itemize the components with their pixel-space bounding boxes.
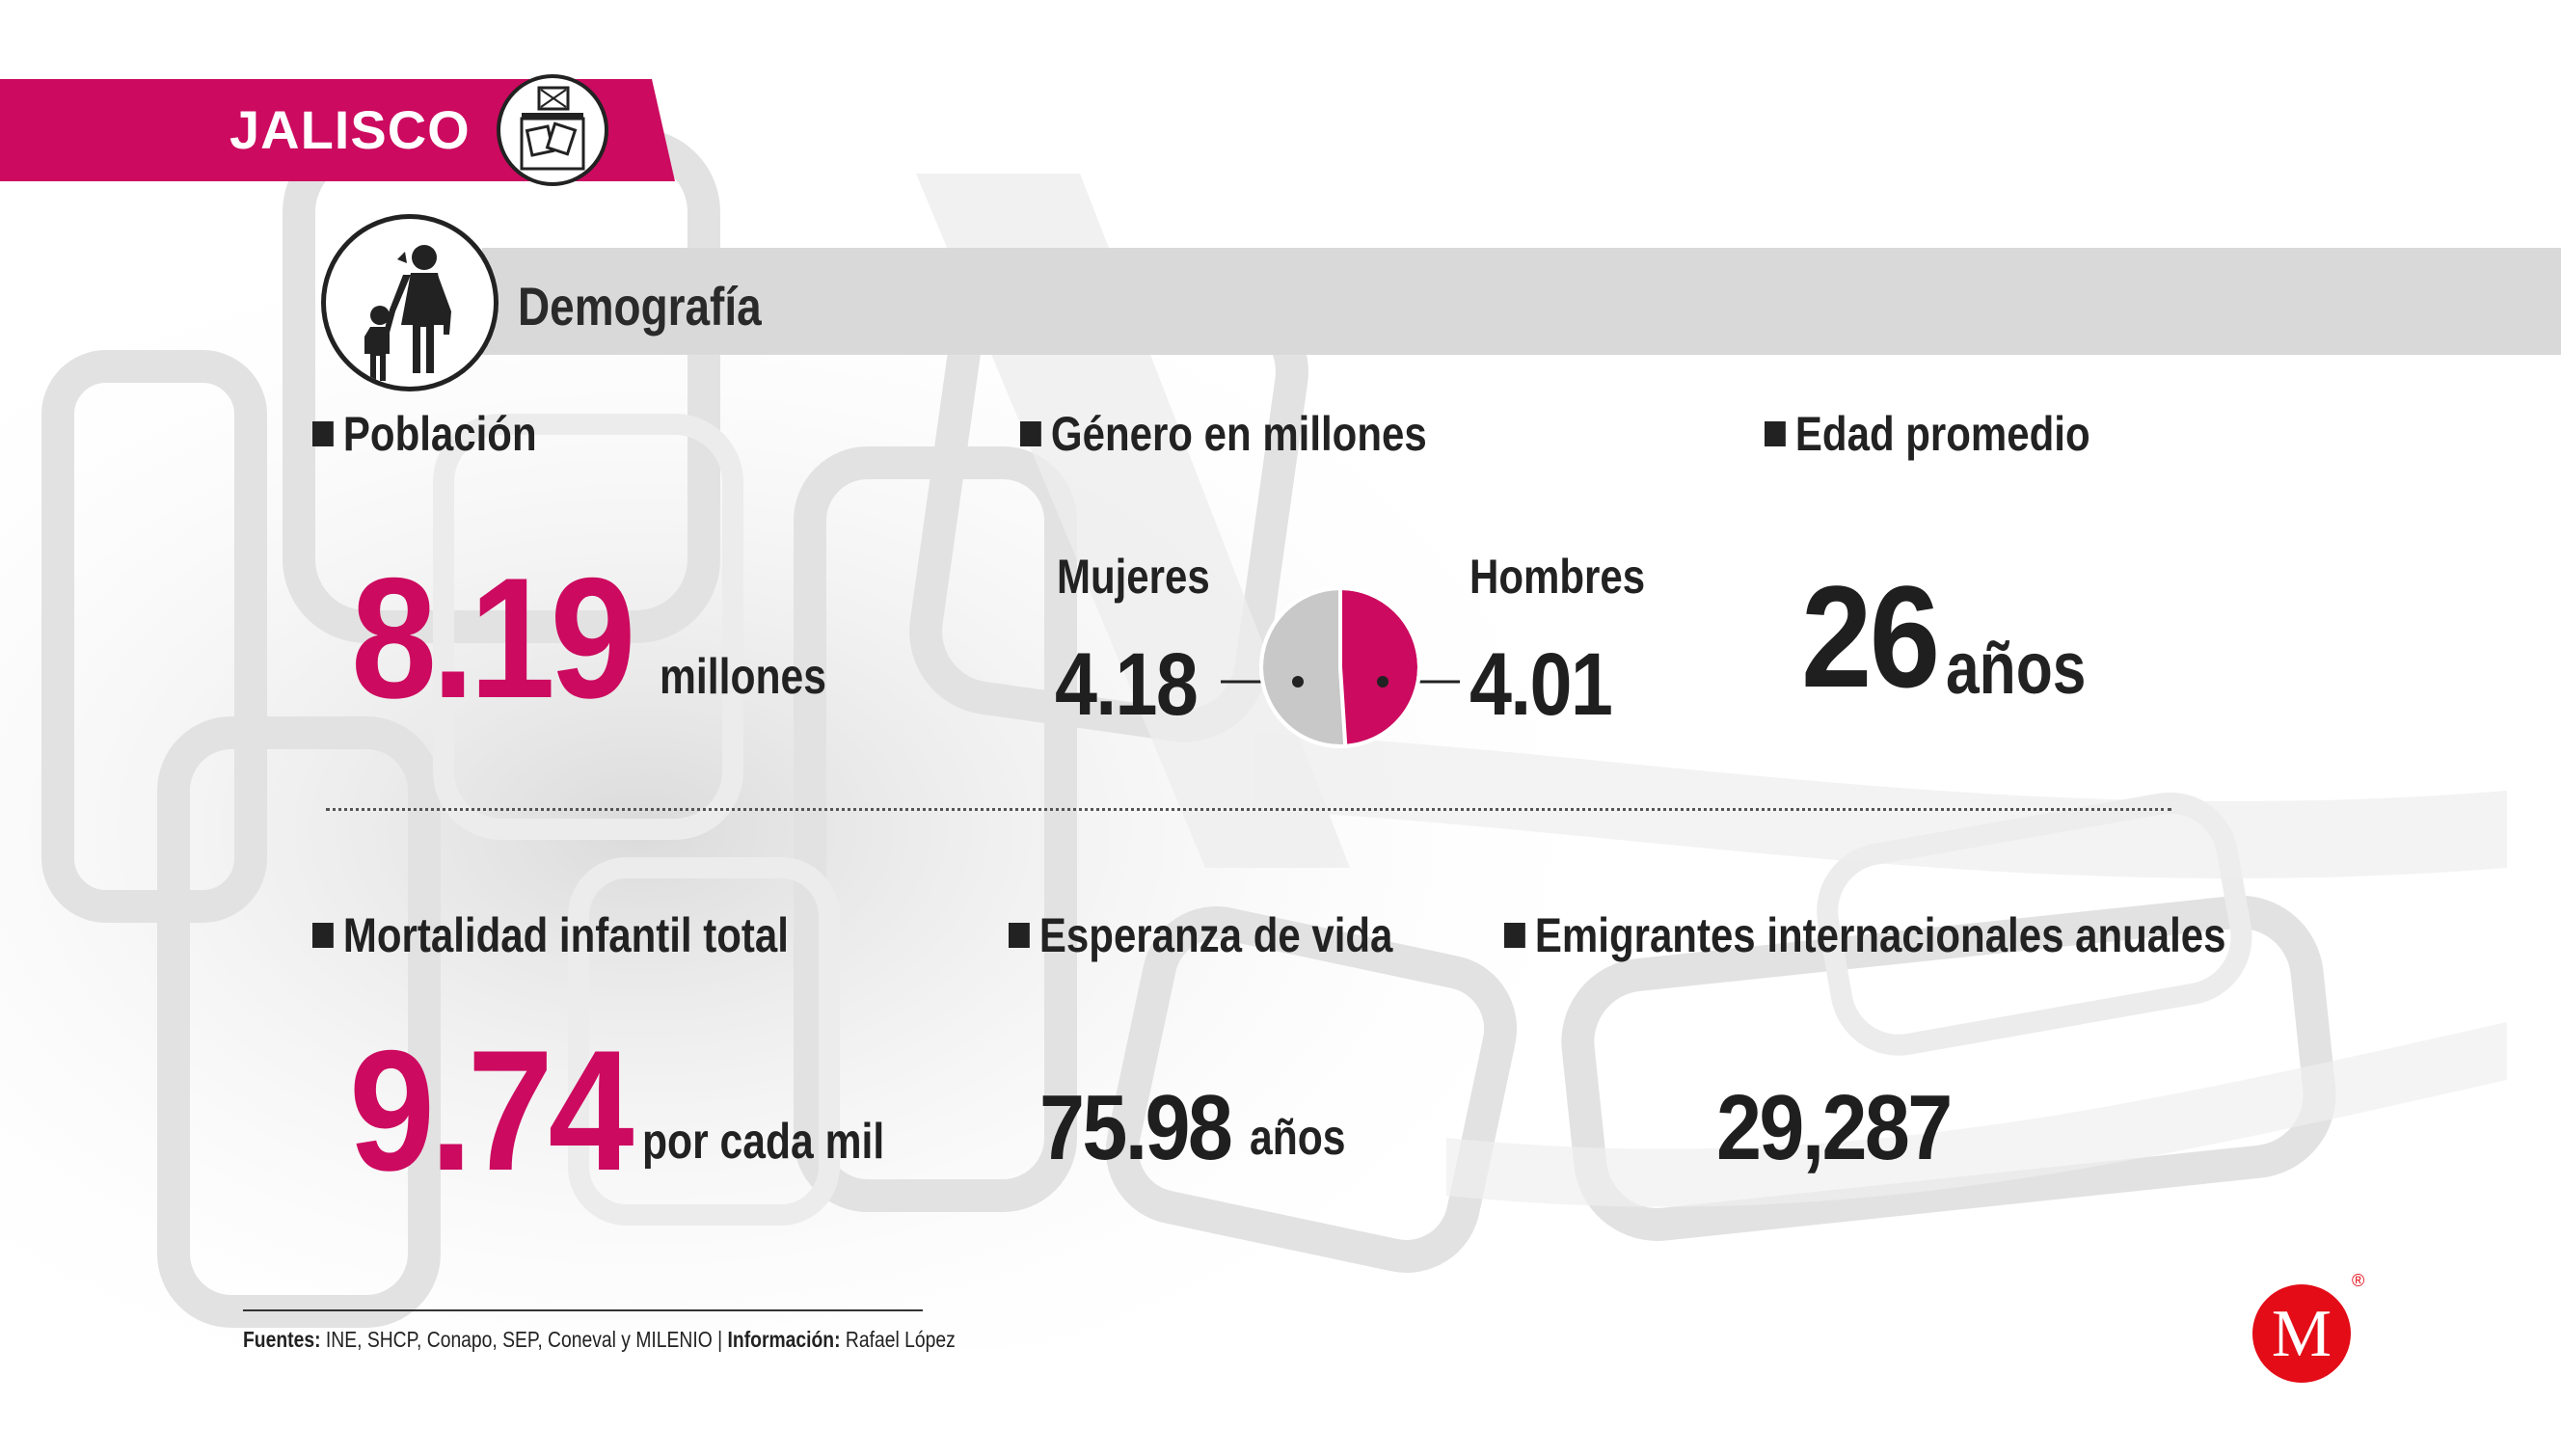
hombres-leader-dot (1377, 676, 1388, 688)
sources-separator: | (717, 1327, 723, 1352)
bullet-square-icon (1009, 922, 1030, 948)
emigrantes-label-text: Emigrantes internacionales anuales (1534, 908, 2226, 962)
bullet-square-icon (312, 420, 334, 446)
ballot-box-icon (497, 74, 608, 186)
hombres-label: Hombres (1469, 550, 1646, 604)
bullet-square-icon (1020, 420, 1041, 446)
poblacion-unit: millones (660, 649, 826, 705)
esperanza-value: 75.98 (1039, 1076, 1233, 1179)
mortalidad-unit: por cada mil (642, 1114, 885, 1170)
emigrantes-label: Emigrantes internacionales anuales (1504, 906, 2226, 964)
esperanza-label-text: Esperanza de vida (1038, 908, 1393, 962)
registered-mark: ® (2352, 1271, 2365, 1290)
dotted-divider (326, 808, 2171, 811)
poblacion-label-text: Población (342, 407, 537, 461)
mother-child-icon (321, 214, 499, 391)
esperanza-unit: años (1250, 1110, 1346, 1166)
poblacion-value: 8.19 (351, 542, 636, 734)
fuentes-text: INE, SHCP, Conapo, SEP, Coneval y MILENI… (325, 1327, 713, 1352)
pie-slice-mujeres (1259, 585, 1348, 748)
milenio-logo: M (2252, 1284, 2351, 1383)
bullet-square-icon (312, 922, 334, 948)
gender-pie-chart (1221, 585, 1460, 748)
section-bar (482, 248, 2561, 355)
mujeres-label: Mujeres (1057, 550, 1210, 604)
mortalidad-value: 9.74 (349, 1014, 634, 1206)
pie-slice-hombres (1338, 585, 1421, 748)
hombres-value: 4.01 (1469, 635, 1613, 734)
mujeres-leader-dot (1292, 676, 1304, 688)
sources-rule (243, 1309, 923, 1311)
mortalidad-label: Mortalidad infantil total (312, 906, 789, 964)
genero-label-text: Género en millones (1050, 407, 1427, 461)
bullet-square-icon (1504, 922, 1525, 948)
mujeres-value: 4.18 (1055, 635, 1199, 734)
edad-unit: años (1946, 628, 2087, 710)
esperanza-label: Esperanza de vida (1009, 906, 1392, 964)
state-title: JALISCO (229, 99, 471, 160)
sources-text: Fuentes: INE, SHCP, Conapo, SEP, Coneval… (243, 1325, 956, 1354)
emigrantes-value: 29,287 (1716, 1076, 1953, 1179)
pie-outline (1259, 586, 1421, 748)
poblacion-label: Población (312, 405, 537, 463)
genero-label: Género en millones (1020, 405, 1427, 463)
info-text: Rafael López (845, 1327, 956, 1352)
fuentes-label: Fuentes: (243, 1327, 321, 1352)
mortalidad-label-text: Mortalidad infantil total (342, 908, 789, 962)
edad-label: Edad promedio (1765, 405, 2090, 463)
section-title: Demografía (518, 276, 762, 337)
info-label: Información: (727, 1327, 841, 1352)
edad-label-text: Edad promedio (1794, 407, 2090, 461)
bullet-square-icon (1765, 420, 1786, 446)
edad-value: 26 (1801, 555, 1940, 717)
